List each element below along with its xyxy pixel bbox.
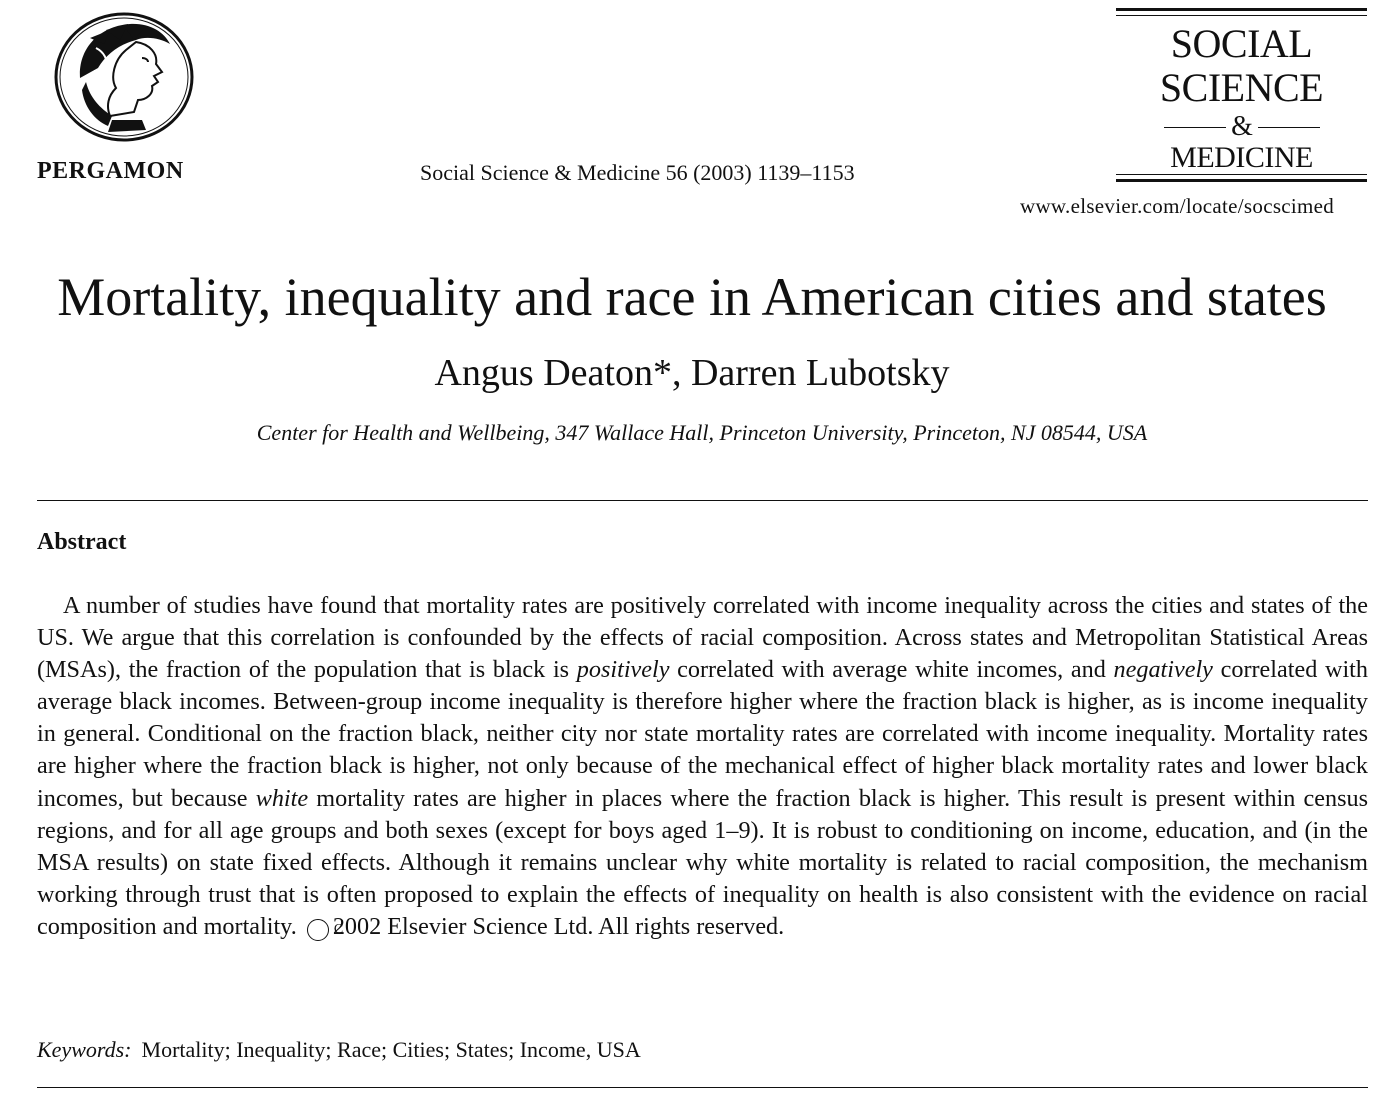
abstract-emphasis: positively (576, 656, 670, 684)
abstract-heading: Abstract (37, 529, 127, 555)
abstract-emphasis: negatively (1113, 656, 1213, 684)
article-title: Mortality, inequality and race in Americ… (57, 267, 1327, 327)
article-authors: Angus Deaton*, Darren Lubotsky (434, 352, 950, 394)
copyright-icon: C (306, 918, 343, 941)
publisher-name: PERGAMON (37, 158, 184, 184)
masthead-rule (1164, 127, 1226, 128)
abstract-body: A number of studies have found that mort… (37, 590, 1368, 943)
author-affiliation: Center for Health and Wellbeing, 347 Wal… (256, 420, 1148, 445)
abstract-emphasis: white (255, 784, 309, 812)
masthead-rule (1116, 179, 1367, 182)
abstract-text-segment: correlated with average black incomes. B… (37, 656, 1368, 812)
divider-rule (37, 500, 1368, 501)
masthead-ampersand-row: & (1116, 112, 1367, 142)
journal-masthead: SOCIAL SCIENCE & MEDICINE (1116, 8, 1367, 184)
abstract-text-segment: A number of studies have found that mort… (37, 592, 1368, 684)
masthead-line-social: SOCIAL (1170, 21, 1313, 66)
masthead-rule (1116, 174, 1367, 175)
masthead-line-medicine: MEDICINE (1170, 141, 1313, 174)
masthead-rule (1116, 8, 1367, 11)
masthead-ampersand: & (1231, 111, 1253, 142)
journal-citation: Social Science & Medicine 56 (2003) 1139… (420, 160, 855, 185)
divider-rule (37, 1087, 1368, 1088)
abstract-text-segment: mortality rates are higher in places whe… (37, 784, 1368, 940)
pergamon-logo-icon (50, 8, 198, 146)
masthead-line-science: SCIENCE (1159, 65, 1324, 110)
journal-url-link[interactable]: www.elsevier.com/locate/socscimed (1020, 194, 1335, 218)
masthead-rule (1116, 15, 1367, 16)
masthead-rule (1258, 127, 1320, 128)
keywords-list: Mortality; Inequality; Race; Cities; Sta… (141, 1037, 641, 1062)
keywords-line: Keywords: Mortality; Inequality; Race; Ci… (37, 1037, 641, 1063)
abstract-copyright-text: 2002 Elsevier Science Ltd. All rights re… (332, 912, 785, 940)
abstract-text-segment: correlated with average white incomes, a… (669, 656, 1114, 684)
keywords-label: Keywords: (37, 1037, 132, 1062)
